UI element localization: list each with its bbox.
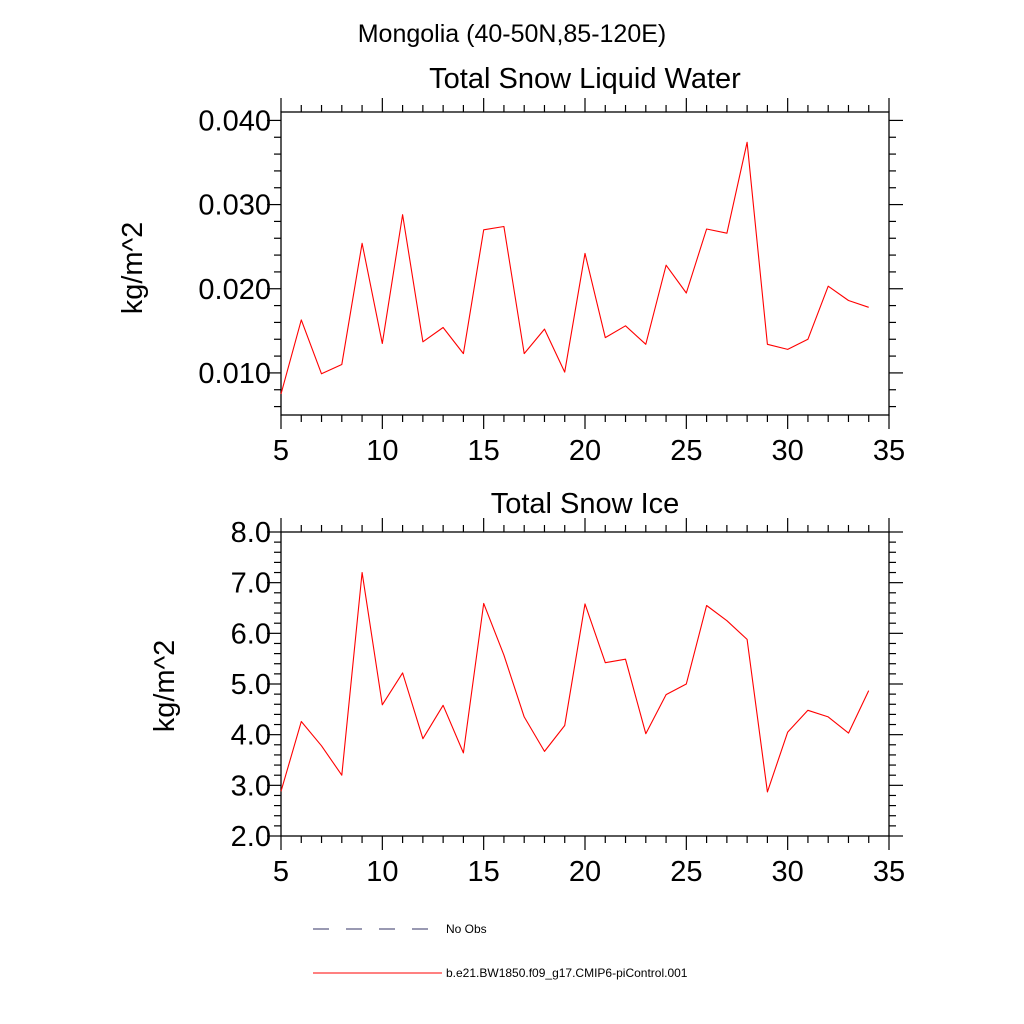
y-tick-label: 6.0 xyxy=(231,618,271,650)
x-tick-label: 30 xyxy=(772,435,804,467)
series-line xyxy=(280,571,870,793)
x-tick-label: 10 xyxy=(366,435,398,467)
panel-title: Total Snow Ice xyxy=(491,488,680,520)
x-tick-label: 30 xyxy=(772,856,804,888)
series-line xyxy=(280,141,869,395)
legend: No Obs b.e21.BW1850.f09_g17.CMIP6-piCont… xyxy=(313,922,688,980)
y-tick-label: 0.040 xyxy=(198,105,271,137)
panel-snow-ice: Total Snow Ice kg/m^2 5 10 15 20 25 30 35 2.0 3.… xyxy=(149,488,905,888)
x-tick-label: 20 xyxy=(569,435,601,467)
x-tick-label: 25 xyxy=(670,435,702,467)
y-tick-label: 8.0 xyxy=(231,517,271,549)
y-tick-label: 2.0 xyxy=(231,821,271,853)
legend-label-model: b.e21.BW1850.f09_g17.CMIP6-piControl.001 xyxy=(446,966,688,980)
plot-frame xyxy=(280,111,890,416)
x-tick-label: 15 xyxy=(468,856,500,888)
y-tick-label: 4.0 xyxy=(231,720,271,752)
panel-title: Total Snow Liquid Water xyxy=(429,63,741,95)
y-tick-label: 0.030 xyxy=(198,190,271,222)
y-tick-label: 0.020 xyxy=(198,274,271,306)
y-tick-label: 3.0 xyxy=(231,770,271,802)
plot-frame xyxy=(280,531,890,837)
legend-label-no-obs: No Obs xyxy=(446,922,487,936)
y-tick-label: 5.0 xyxy=(231,669,271,701)
x-tick-label: 5 xyxy=(273,435,289,467)
y-axis-label: kg/m^2 xyxy=(149,640,181,733)
x-tick-label: 35 xyxy=(873,435,905,467)
y-axis-label: kg/m^2 xyxy=(117,222,149,315)
y-tick-label: 7.0 xyxy=(231,568,271,600)
x-tick-label: 10 xyxy=(366,856,398,888)
x-tick-label: 15 xyxy=(468,435,500,467)
figure-suptitle: Mongolia (40-50N,85-120E) xyxy=(358,20,667,48)
panel-snow-liquid-water: Total Snow Liquid Water kg/m^2 5 10 15 20 25… xyxy=(117,63,905,467)
x-tick-label: 5 xyxy=(273,856,289,888)
x-tick-label: 35 xyxy=(873,856,905,888)
y-tick-label: 0.010 xyxy=(198,358,271,390)
x-tick-label: 20 xyxy=(569,856,601,888)
x-tick-label: 25 xyxy=(670,856,702,888)
